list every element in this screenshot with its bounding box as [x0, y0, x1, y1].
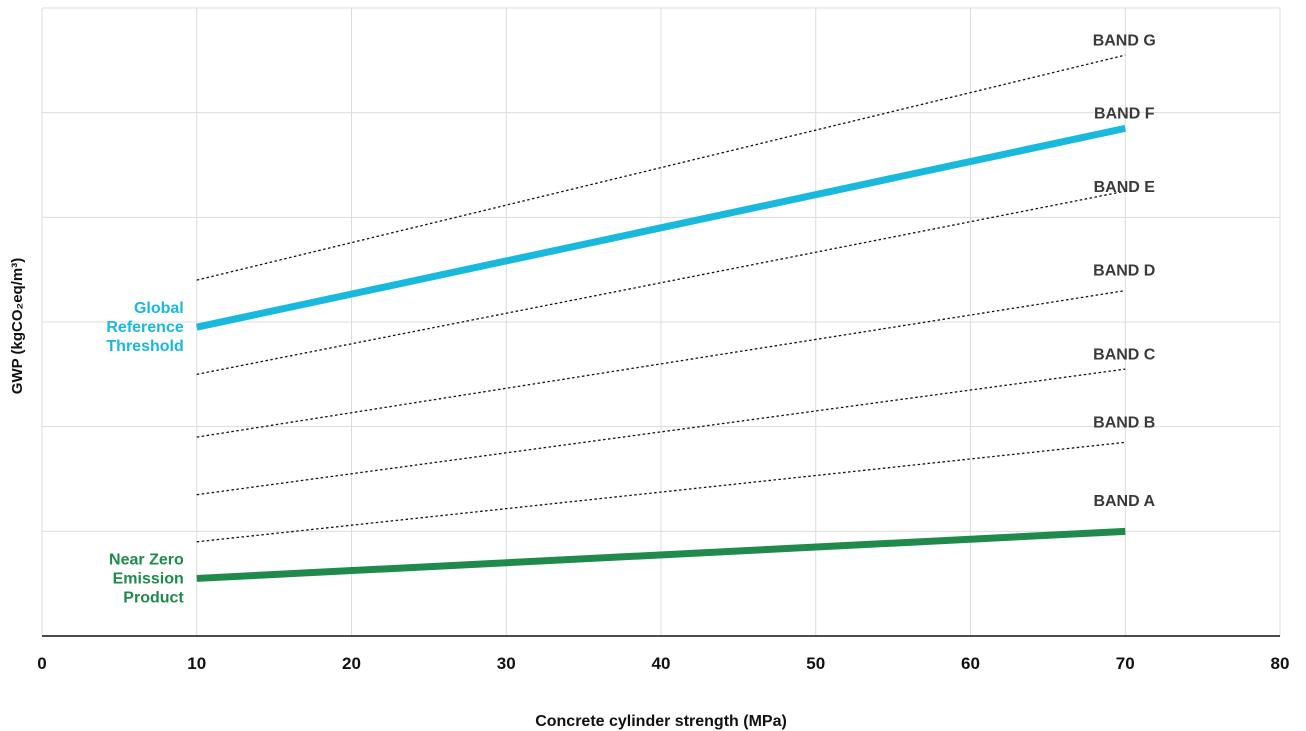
x-tick-label: 0	[37, 654, 46, 673]
band-boundary-line	[196, 54, 1126, 281]
series-label: Global Reference Threshold	[106, 300, 183, 355]
x-tick-label: 10	[187, 654, 206, 673]
x-tick-label: 30	[497, 654, 516, 673]
series-line	[196, 124, 1126, 331]
x-tick-label: 50	[806, 654, 825, 673]
band-label: BAND B	[1093, 414, 1155, 431]
band-label: BAND F	[1094, 106, 1155, 123]
x-tick-label: 20	[342, 654, 361, 673]
x-axis-label: Concrete cylinder strength (MPa)	[535, 713, 787, 730]
x-tick-label: 60	[961, 654, 980, 673]
x-tick-labels: 0 10 20 30 40 50 60 70 80	[37, 654, 1289, 673]
band-label: BAND G	[1093, 32, 1156, 49]
band-label: BAND C	[1093, 346, 1156, 363]
band-boundaries	[196, 54, 1126, 543]
band-boundary-line	[196, 368, 1126, 496]
x-tick-label: 80	[1271, 654, 1290, 673]
x-tick-label: 70	[1116, 654, 1135, 673]
series-labels: Near Zero Emission Product Global Reference T…	[106, 300, 184, 606]
series-lines	[196, 124, 1126, 582]
band-labels: BAND A BAND B BAND C BAND D BAND E BAND F BAND…	[1093, 32, 1156, 510]
band-boundary-line	[196, 441, 1126, 543]
series-line	[196, 527, 1126, 582]
band-label: BAND E	[1094, 179, 1156, 196]
band-boundary-line	[196, 289, 1126, 438]
x-tick-label: 40	[652, 654, 671, 673]
band-label: BAND A	[1093, 493, 1155, 510]
series-label: Near Zero Emission Product	[109, 551, 184, 606]
y-axis-label: GWP (kgCO₂eq/m³)	[9, 258, 26, 394]
band-label: BAND D	[1093, 263, 1155, 280]
